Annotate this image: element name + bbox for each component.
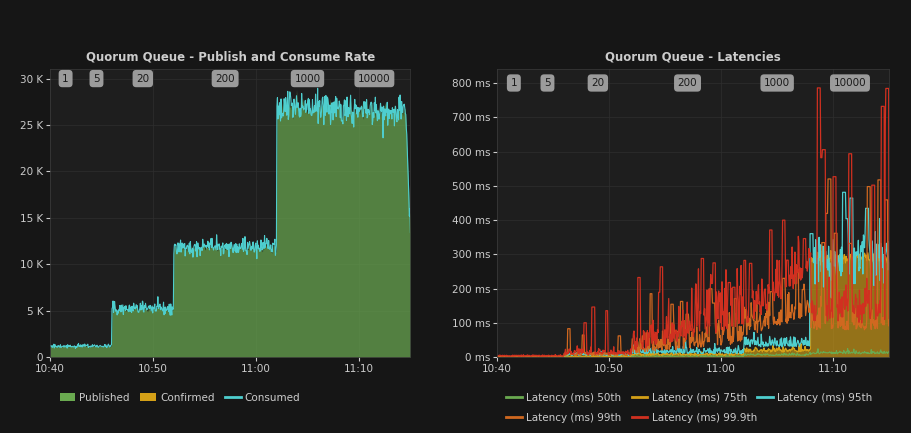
Text: 1000: 1000 bbox=[294, 74, 320, 84]
Text: 1: 1 bbox=[510, 78, 517, 88]
Legend: Latency (ms) 99th, Latency (ms) 99.9th: Latency (ms) 99th, Latency (ms) 99.9th bbox=[502, 408, 761, 427]
Text: 10000: 10000 bbox=[833, 78, 865, 88]
Text: 20: 20 bbox=[136, 74, 149, 84]
Text: 5: 5 bbox=[544, 78, 550, 88]
Text: 20: 20 bbox=[590, 78, 604, 88]
Legend: Published, Confirmed, Consumed: Published, Confirmed, Consumed bbox=[56, 388, 304, 407]
Text: 1: 1 bbox=[62, 74, 69, 84]
Title: Quorum Queue - Latencies: Quorum Queue - Latencies bbox=[605, 51, 780, 64]
Text: 1000: 1000 bbox=[763, 78, 789, 88]
Text: 200: 200 bbox=[215, 74, 235, 84]
Title: Quorum Queue - Publish and Consume Rate: Quorum Queue - Publish and Consume Rate bbox=[86, 51, 374, 64]
Text: 10000: 10000 bbox=[358, 74, 390, 84]
Text: 200: 200 bbox=[677, 78, 697, 88]
Text: 5: 5 bbox=[93, 74, 99, 84]
